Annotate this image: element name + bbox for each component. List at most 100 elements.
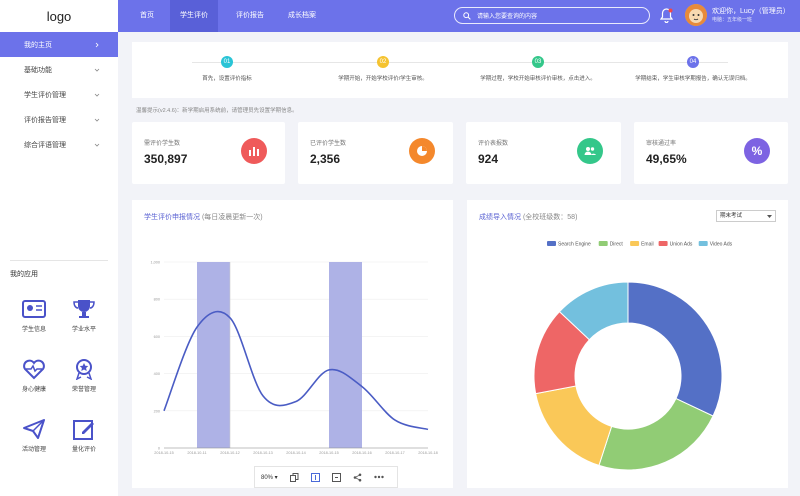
legend-label: Direct bbox=[610, 242, 624, 248]
sidebar-item-report[interactable]: 评价报告管理 bbox=[0, 107, 118, 132]
avatar[interactable] bbox=[685, 4, 707, 26]
page-icon[interactable] bbox=[331, 472, 341, 482]
zoom-select[interactable]: 80% ▾ bbox=[261, 474, 278, 481]
donut-slice bbox=[598, 397, 714, 471]
legend-swatch bbox=[598, 241, 608, 246]
chevron-down-icon bbox=[94, 118, 100, 122]
app-activity[interactable]: 活动管理 bbox=[14, 418, 54, 453]
stat-card-students-to-eval[interactable]: 需评价学生数 350,897 bbox=[132, 122, 285, 184]
avatar-image bbox=[685, 4, 707, 26]
users-icon bbox=[577, 138, 603, 164]
stat-label: 已评价学生数 bbox=[310, 141, 347, 147]
paper-plane-icon bbox=[23, 419, 45, 439]
donut-slice bbox=[535, 385, 613, 467]
user-greeting: 欢迎你，Lucy（管理员） bbox=[712, 8, 790, 15]
y-tick-label: 400 bbox=[154, 372, 160, 376]
stat-value: 350,897 bbox=[144, 152, 188, 166]
apps-title: 我的应用 bbox=[10, 271, 38, 278]
step-number: 01 bbox=[221, 56, 233, 68]
legend-label: Search Engine bbox=[558, 242, 591, 248]
chevron-down-icon bbox=[94, 93, 100, 97]
copy-icon[interactable] bbox=[289, 472, 299, 482]
panel-title: 学生评价申报情况 (每日凌晨更新一次) bbox=[144, 212, 263, 222]
tip-text: 温馨提示(v2.4.6)：新学期启用系统前，请管理员先设置学期信息。 bbox=[136, 108, 298, 114]
app-honor[interactable]: 荣誉管理 bbox=[64, 358, 104, 393]
series-line bbox=[163, 310, 429, 431]
tab-student-eval[interactable]: 学生评价 bbox=[170, 0, 218, 32]
stat-card-pass-rate[interactable]: 审核通过率 49,65% % bbox=[634, 122, 788, 184]
x-tick-label: 2018-10-15 bbox=[154, 451, 173, 455]
divider bbox=[10, 260, 108, 261]
sidebar-item-home[interactable]: 我的主页 bbox=[0, 32, 118, 57]
stat-value: 2,356 bbox=[310, 152, 341, 166]
app-health[interactable]: 身心健康 bbox=[14, 358, 54, 393]
highlight-band bbox=[329, 262, 362, 448]
app-academic[interactable]: 学业水平 bbox=[64, 298, 104, 333]
stat-card-reports[interactable]: 评价表报数 924 bbox=[466, 122, 621, 184]
app-student-info[interactable]: 学生信息 bbox=[14, 298, 54, 333]
user-class: 电脑：五年级一班 bbox=[712, 17, 753, 23]
step-1: 01 首先，设置评价指标 bbox=[152, 56, 302, 82]
zoom-value: 80% bbox=[261, 474, 274, 481]
legend-swatch bbox=[630, 241, 640, 246]
exam-select[interactable]: 期末考试 bbox=[716, 210, 776, 222]
donut-chart: Search Engine Direct Email Union Ads Video A… bbox=[533, 241, 733, 471]
sidebar-item-label: 学生评价管理 bbox=[24, 91, 66, 99]
highlight-band bbox=[197, 262, 230, 448]
y-tick-label: 1,000 bbox=[150, 261, 160, 265]
legend-swatch bbox=[658, 241, 668, 246]
y-tick-label: 800 bbox=[154, 298, 160, 302]
caret-down-icon bbox=[767, 215, 772, 218]
app-label: 学生信息 bbox=[21, 327, 46, 333]
tab-home[interactable]: 首页 bbox=[140, 12, 154, 19]
top-nav: 首页 学生评价 评价报告 成长档案 请输入您要查询的内容 欢迎你，Lucy（管理… bbox=[118, 0, 800, 32]
share-icon[interactable] bbox=[353, 473, 362, 482]
chevron-down-icon bbox=[94, 68, 100, 72]
search-input[interactable]: 请输入您要查询的内容 bbox=[454, 7, 650, 24]
step-text: 学期过程，学校开始审核评价审核，点击进入。 bbox=[480, 76, 596, 82]
legend-swatch bbox=[698, 241, 708, 246]
x-tick-label: 2018-10-14 bbox=[286, 451, 305, 455]
panel-title-text: 学生评价申报情况 bbox=[144, 214, 200, 221]
legend-label: Video Ads bbox=[710, 242, 733, 248]
stat-value: 49,65% bbox=[646, 152, 687, 166]
select-value: 期末考试 bbox=[720, 213, 743, 219]
user-info[interactable]: 欢迎你，Lucy（管理员） 电脑：五年级一班 bbox=[712, 7, 790, 25]
grade-import-panel: 成绩导入情况 (全校班级数：58) 期末考试 Search Engine Dire… bbox=[467, 200, 788, 488]
sidebar-item-student-eval[interactable]: 学生评价管理 bbox=[0, 82, 118, 107]
tab-growth-archive[interactable]: 成长档案 bbox=[288, 12, 316, 19]
step-2: 02 学期开始，开始学校评价/学生审核。 bbox=[308, 56, 458, 82]
x-tick-label: 2018-10-18 bbox=[418, 451, 437, 455]
sidebar-item-label: 我的主页 bbox=[24, 41, 52, 49]
x-tick-label: 2018-10-16 bbox=[352, 451, 371, 455]
app-label: 量化评价 bbox=[71, 447, 96, 453]
logo: logo bbox=[46, 8, 72, 24]
heart-pulse-icon bbox=[23, 359, 45, 380]
step-text: 学期开始，开始学校评价/学生审核。 bbox=[338, 76, 428, 82]
layout-icon[interactable] bbox=[310, 472, 320, 482]
stat-label: 审核通过率 bbox=[646, 141, 677, 147]
x-tick-label: 2018-10-13 bbox=[253, 451, 272, 455]
tab-eval-report[interactable]: 评价报告 bbox=[236, 12, 264, 19]
step-3: 03 学期过程，学校开始审核评价审核，点击进入。 bbox=[463, 56, 613, 82]
app-label: 学业水平 bbox=[71, 327, 96, 333]
workflow-steps: 01 首先，设置评价指标 02 学期开始，开始学校评价/学生审核。 03 学期过… bbox=[132, 42, 788, 98]
x-tick-label: 2018-10-11 bbox=[187, 451, 206, 455]
bar-chart-icon bbox=[241, 138, 267, 164]
step-number: 02 bbox=[377, 56, 389, 68]
id-card-icon bbox=[22, 300, 46, 318]
sidebar-item-basic[interactable]: 基础功能 bbox=[0, 57, 118, 82]
y-tick-label: 600 bbox=[154, 335, 160, 339]
stat-label: 评价表报数 bbox=[478, 141, 509, 147]
bell-icon[interactable] bbox=[660, 8, 673, 23]
sidebar-item-label: 基础功能 bbox=[24, 66, 52, 74]
panel-title: 成绩导入情况 (全校班级数：58) bbox=[479, 212, 577, 222]
panel-title-text: 成绩导入情况 bbox=[479, 214, 521, 221]
sidebar-item-comments[interactable]: 综合评语管理 bbox=[0, 132, 118, 157]
app-quant-eval[interactable]: 量化评价 bbox=[64, 418, 104, 453]
stat-card-students-evaluated[interactable]: 已评价学生数 2,356 bbox=[298, 122, 453, 184]
more-icon[interactable] bbox=[374, 475, 384, 479]
percent-icon: % bbox=[744, 138, 770, 164]
trophy-icon bbox=[73, 300, 95, 318]
x-tick-label: 2018-10-12 bbox=[220, 451, 239, 455]
